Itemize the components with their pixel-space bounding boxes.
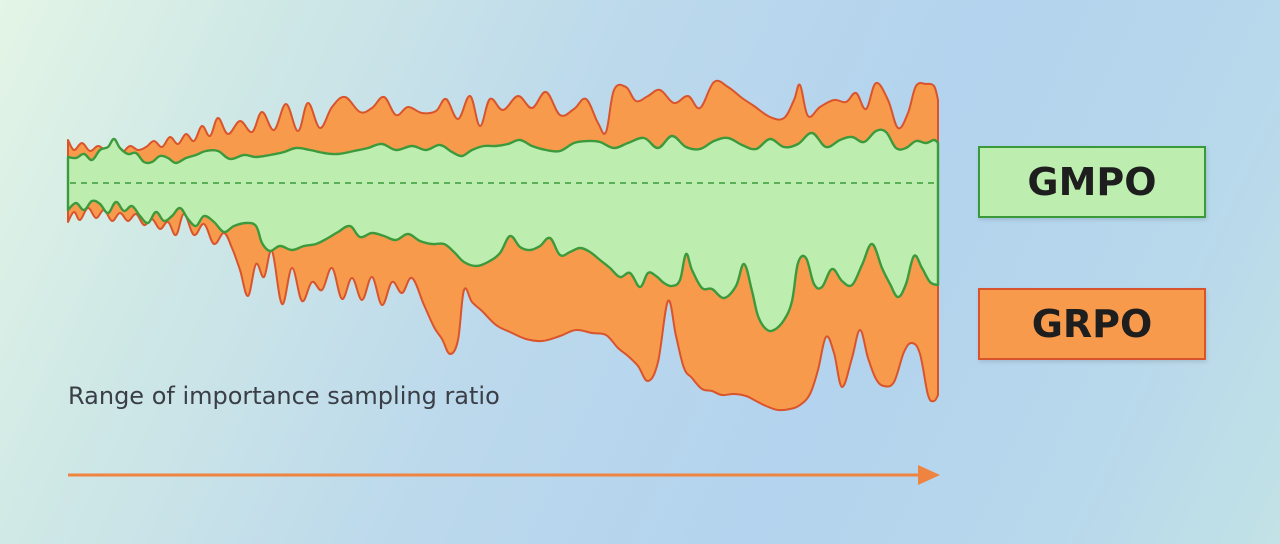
legend-grpo: GRPO xyxy=(978,288,1206,360)
arrow-head-icon xyxy=(918,465,940,485)
x-axis-caption: Range of importance sampling ratio xyxy=(68,382,500,410)
legend-gmpo: GMPO xyxy=(978,146,1206,218)
gmpo-ratio-band xyxy=(66,128,940,333)
